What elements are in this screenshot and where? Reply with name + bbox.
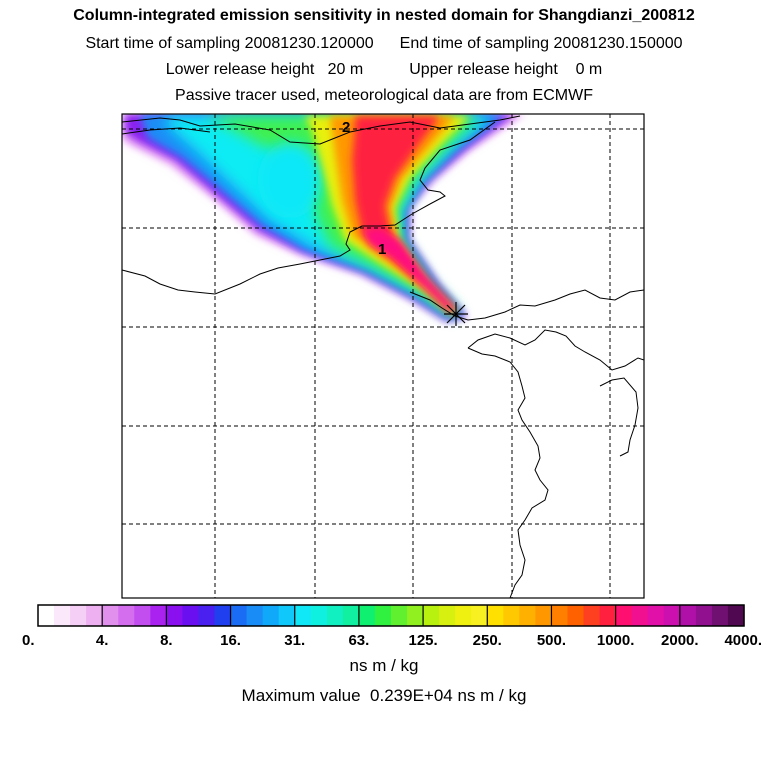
map-frame bbox=[121, 113, 645, 599]
colorbar-unit: ns m / kg bbox=[349, 656, 419, 675]
coastlines bbox=[122, 115, 644, 598]
maximum-number: 0.239E+04 bbox=[370, 686, 453, 705]
colorbar-tick-label: 4. bbox=[96, 632, 109, 649]
upper-label: Upper release height bbox=[409, 61, 558, 78]
east-coast bbox=[467, 347, 549, 598]
colorbar-cell bbox=[102, 605, 119, 626]
sampling-times: Start time of sampling 20081230.120000 En… bbox=[0, 34, 768, 54]
colorbar-cell bbox=[471, 605, 488, 626]
colorbar-cell bbox=[38, 605, 55, 626]
colorbar-cell bbox=[86, 605, 103, 626]
maximum-unit: ns m / kg bbox=[457, 686, 527, 705]
colorbar-cell bbox=[134, 605, 151, 626]
colorbar-cell bbox=[615, 605, 633, 626]
colorbar-cell bbox=[407, 605, 424, 626]
receptor-marker bbox=[444, 302, 468, 326]
end-value: 20081230.150000 bbox=[553, 35, 683, 52]
colorbar-cell bbox=[631, 605, 649, 626]
contour-label-2: 2 bbox=[342, 119, 350, 136]
plume-magenta bbox=[362, 228, 455, 310]
colorbar-tick-label: 2000. bbox=[661, 632, 699, 649]
colorbar-cell bbox=[262, 605, 280, 626]
colorbar-cell bbox=[342, 605, 360, 626]
release-heights: Lower release height 20 m Upper release h… bbox=[0, 60, 768, 80]
colorbar-cell bbox=[278, 605, 296, 626]
peninsula-coast bbox=[467, 329, 644, 371]
colorbar-cell bbox=[455, 605, 472, 626]
shandong-coast bbox=[409, 289, 644, 321]
colorbar-cell bbox=[54, 605, 71, 626]
lower-value: 20 m bbox=[327, 61, 364, 78]
receptor-line-d2 bbox=[446, 304, 466, 324]
colorbar-cell bbox=[599, 605, 617, 626]
colorbar-cell bbox=[358, 605, 376, 626]
colorbar-cell bbox=[551, 605, 569, 626]
chart-title: Column-integrated emission sensitivity i… bbox=[73, 7, 695, 24]
colorbar-cell bbox=[182, 605, 200, 626]
colorbar-cell bbox=[727, 605, 745, 626]
colorbar-cell bbox=[487, 605, 504, 626]
northern-border bbox=[122, 115, 521, 145]
end-label: End time of sampling bbox=[399, 35, 550, 52]
colorbar-cell bbox=[214, 605, 232, 626]
colorbar-cell bbox=[423, 605, 440, 626]
colorbar-cell bbox=[567, 605, 585, 626]
colorbar-tick-label: 1000. bbox=[597, 632, 635, 649]
colorbar-cell bbox=[150, 605, 167, 626]
colorbar-cell bbox=[663, 605, 681, 626]
cyan-pocket bbox=[258, 142, 322, 218]
colorbar-cell bbox=[583, 605, 601, 626]
colorbar-tick-label: 63. bbox=[348, 632, 369, 649]
start-value: 20081230.120000 bbox=[244, 35, 374, 52]
colorbar bbox=[38, 605, 745, 626]
colorbar-cell bbox=[439, 605, 456, 626]
colorbar-cell bbox=[679, 605, 697, 626]
colorbar-tick-label: 0. bbox=[22, 632, 35, 649]
colorbar-cell bbox=[230, 605, 248, 626]
colorbar-cell bbox=[70, 605, 87, 626]
colorbar-cell bbox=[374, 605, 392, 626]
maximum-value: Maximum value 0.239E+04 ns m / kg bbox=[0, 686, 768, 706]
colorbar-cell bbox=[647, 605, 665, 626]
graticule bbox=[122, 114, 644, 598]
maximum-label: Maximum value bbox=[241, 686, 361, 705]
colorbar-tick-label: 125. bbox=[408, 632, 437, 649]
colorbar-tick-label: 4000. bbox=[724, 632, 762, 649]
plume-red bbox=[352, 116, 455, 312]
colorbar-cell bbox=[166, 605, 184, 626]
colorbar-cell bbox=[118, 605, 135, 626]
start-label: Start time of sampling bbox=[85, 35, 241, 52]
colorbar-cell bbox=[695, 605, 713, 626]
korea-coast bbox=[599, 377, 639, 457]
colorbar-tick-labels: 0. 4. 8. 16. 31. 63. 125. 250. 500. 1000. 2000. 400… bbox=[22, 632, 762, 649]
tracer-note: Passive tracer used, meteorological data… bbox=[175, 87, 593, 104]
colorbar-tick-label: 16. bbox=[220, 632, 241, 649]
colorbar-cell bbox=[294, 605, 312, 626]
upper-value: 0 m bbox=[575, 61, 603, 78]
colorbar-tick-label: 31. bbox=[284, 632, 305, 649]
colorbar-cell bbox=[310, 605, 328, 626]
colorbar-cell bbox=[198, 605, 216, 626]
colorbar-frame bbox=[37, 604, 745, 627]
colorbar-tick-label: 500. bbox=[537, 632, 566, 649]
colorbar-dividers bbox=[101, 605, 681, 626]
colorbar-tick-label: 8. bbox=[160, 632, 173, 649]
contour-label-1: 1 bbox=[378, 241, 386, 258]
colorbar-cell bbox=[246, 605, 264, 626]
colorbar-cell bbox=[326, 605, 344, 626]
bohai-coast bbox=[122, 121, 496, 295]
colorbar-cell bbox=[535, 605, 553, 626]
colorbar-cell bbox=[391, 605, 408, 626]
colorbar-cell bbox=[503, 605, 520, 626]
lower-label: Lower release height bbox=[165, 61, 315, 78]
colorbar-cell bbox=[711, 605, 729, 626]
colorbar-cell bbox=[519, 605, 537, 626]
colorbar-tick-label: 250. bbox=[473, 632, 502, 649]
